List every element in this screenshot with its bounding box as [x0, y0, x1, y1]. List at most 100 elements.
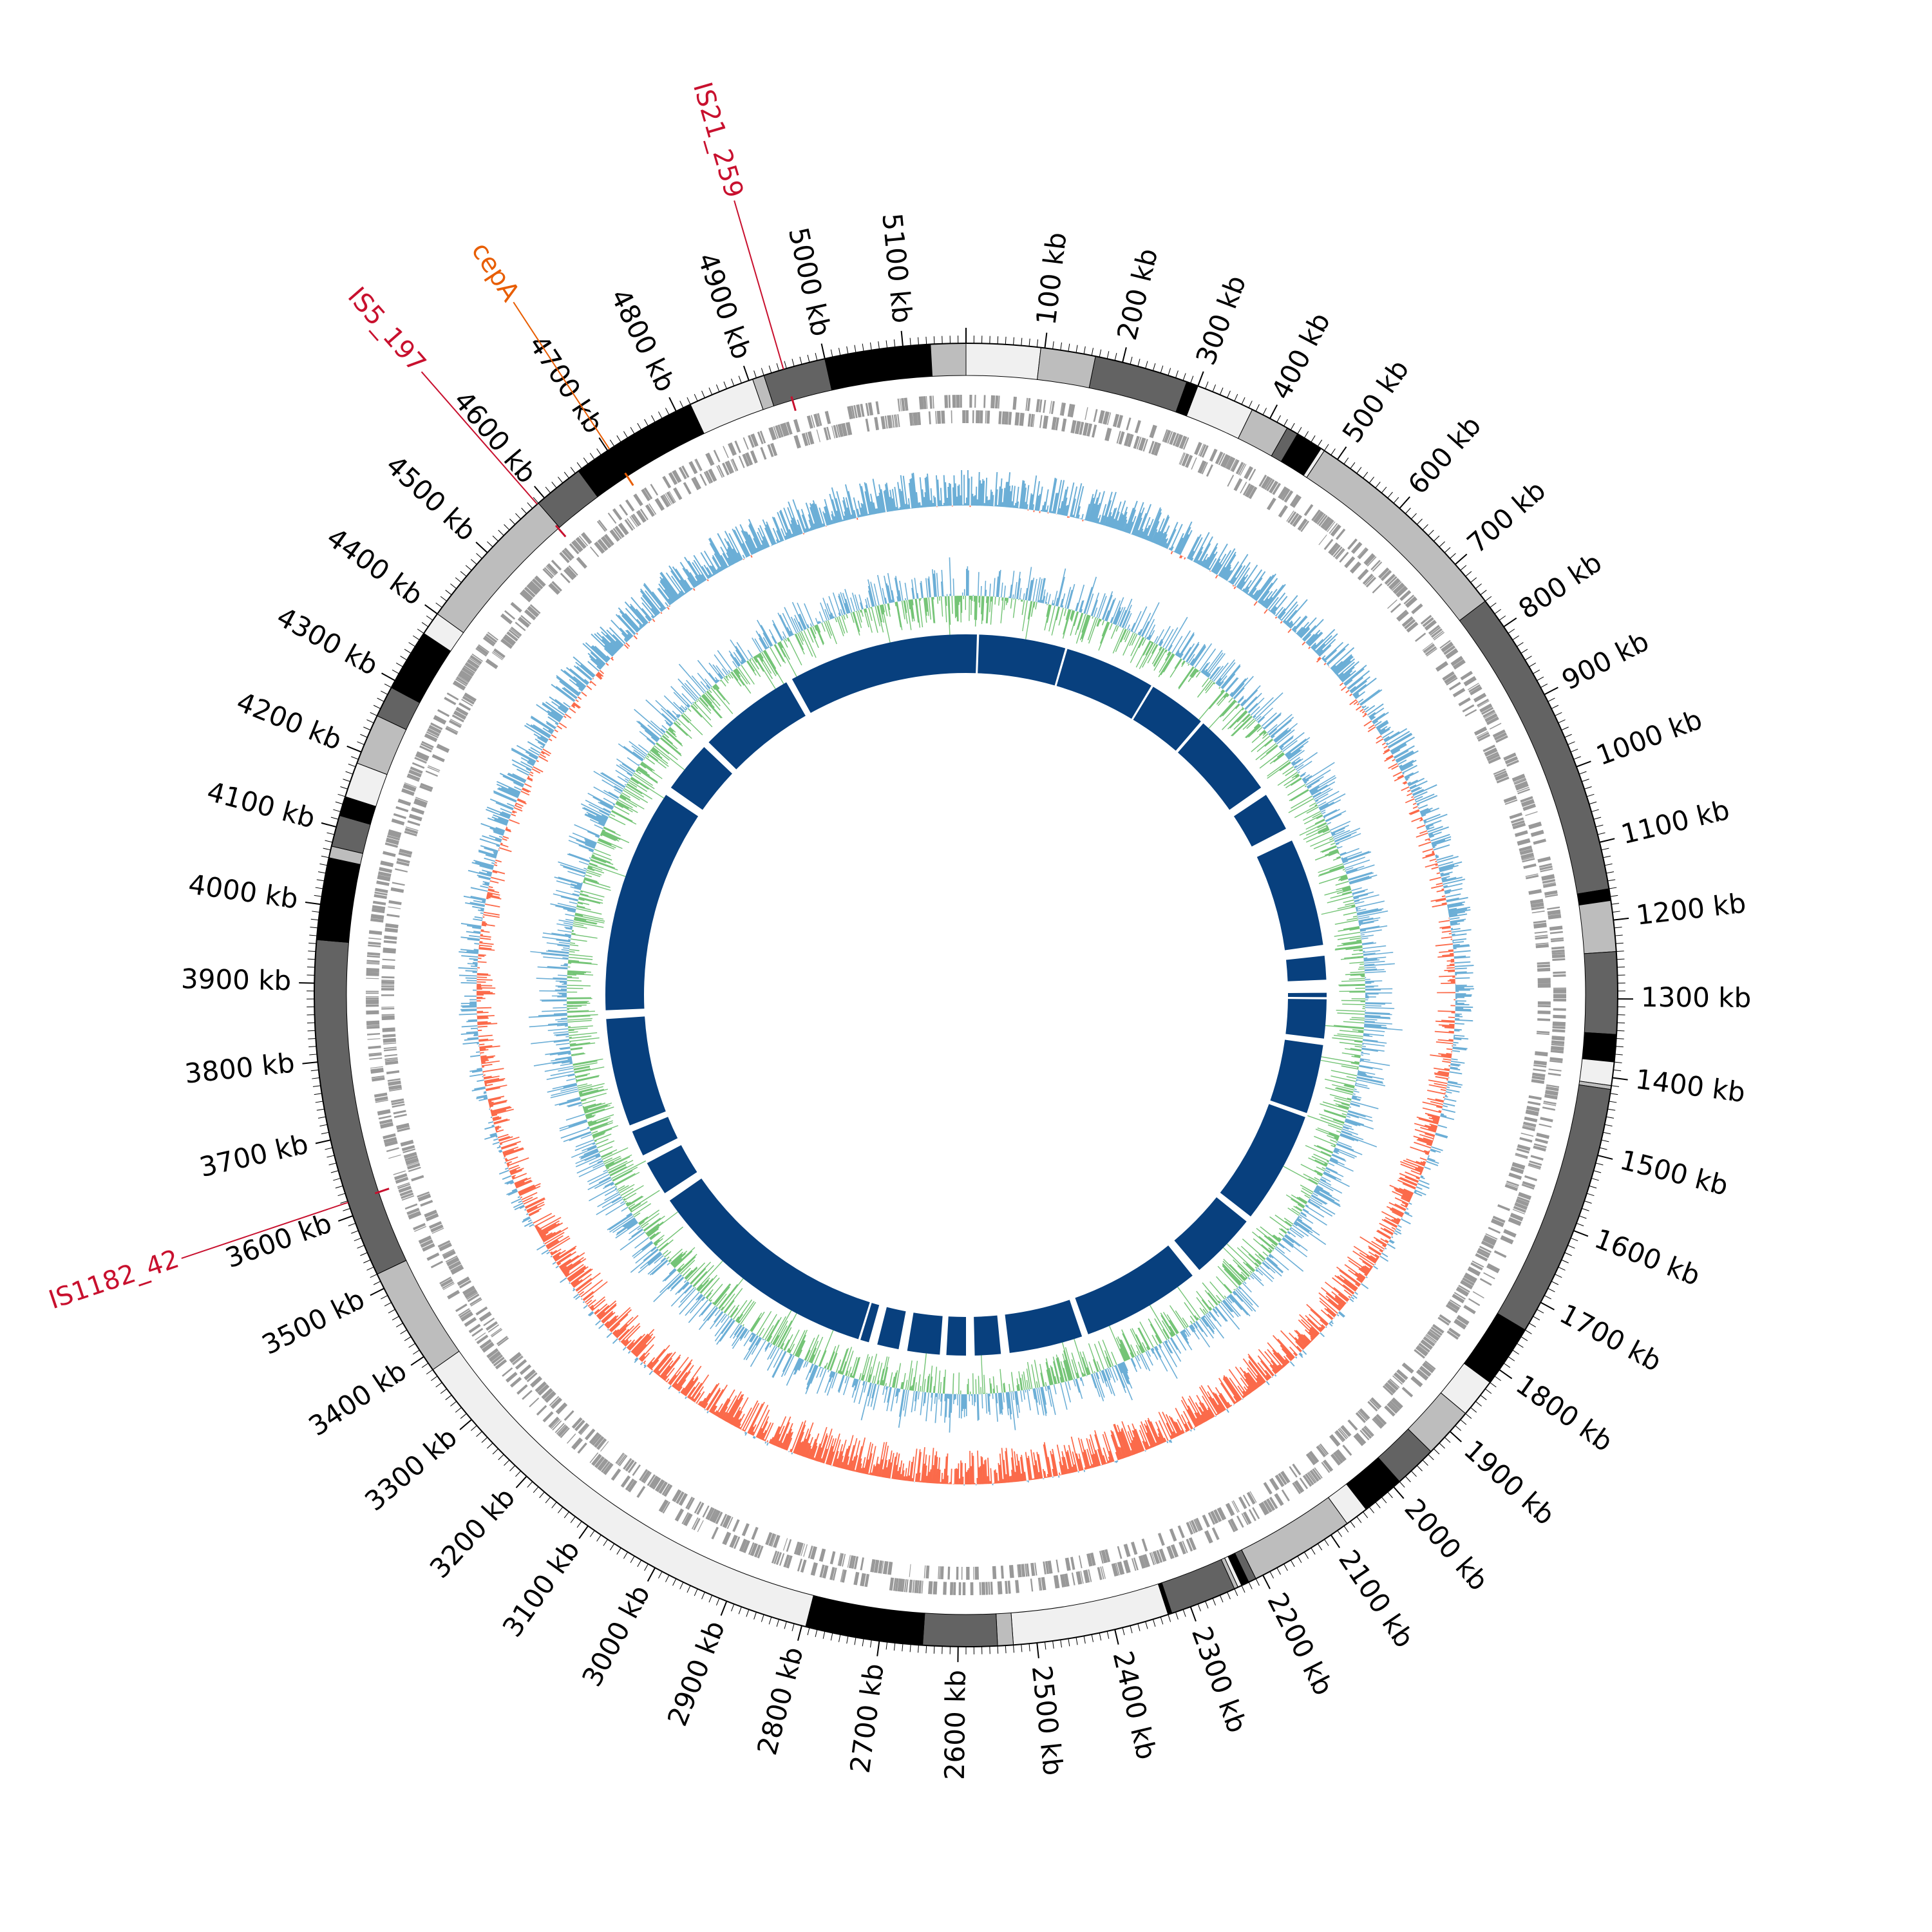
minor-tick	[1410, 513, 1417, 520]
contig-segment	[432, 1350, 814, 1627]
alignment-block	[670, 746, 732, 810]
minor-tick	[1434, 1448, 1440, 1455]
minor-tick	[450, 1401, 457, 1406]
major-tick	[1189, 1606, 1197, 1622]
contig-segment	[965, 343, 1041, 380]
minor-tick	[1537, 676, 1544, 681]
minor-tick	[487, 1443, 493, 1449]
minor-tick	[417, 629, 424, 634]
minor-tick	[1356, 467, 1362, 474]
minor-tick	[504, 524, 510, 531]
tick-label: 2900 kb	[661, 1616, 731, 1730]
minor-tick	[1168, 1614, 1171, 1622]
minor-tick	[1512, 635, 1519, 641]
minor-tick	[1616, 958, 1625, 960]
minor-tick	[360, 1252, 368, 1256]
tick-label: 1600 kb	[1590, 1222, 1704, 1292]
contig-segment	[690, 379, 764, 434]
minor-tick	[317, 1116, 326, 1119]
minor-tick	[1444, 547, 1451, 553]
minor-tick	[1375, 481, 1381, 488]
minor-tick	[1106, 1631, 1110, 1639]
alignment-block	[877, 1307, 906, 1350]
minor-tick	[1589, 801, 1597, 805]
major-tick	[797, 1625, 802, 1641]
minor-tick	[791, 359, 795, 366]
minor-tick	[1368, 1506, 1374, 1513]
minor-tick	[366, 719, 374, 724]
minor-tick	[487, 541, 493, 547]
major-tick	[1597, 1155, 1613, 1160]
minor-tick	[1595, 824, 1604, 828]
minor-tick	[1152, 1619, 1156, 1627]
minor-tick	[651, 415, 656, 422]
minor-tick	[539, 1492, 545, 1499]
minor-tick	[1197, 1604, 1201, 1612]
minor-tick	[918, 1645, 919, 1653]
minor-tick	[776, 1619, 780, 1627]
minor-tick	[609, 1543, 615, 1551]
major-tick	[410, 1356, 424, 1366]
minor-tick	[1548, 697, 1555, 702]
minor-tick	[1610, 895, 1618, 897]
minor-tick	[1303, 1551, 1309, 1559]
minor-tick	[1516, 1343, 1524, 1348]
minor-tick	[312, 1077, 320, 1079]
minor-tick	[679, 401, 684, 408]
minor-tick	[533, 497, 539, 504]
annotation-marker	[554, 525, 567, 538]
minor-tick	[1028, 1643, 1030, 1652]
minor-tick	[815, 352, 818, 361]
minor-tick	[596, 448, 601, 455]
tick-label: 1000 kb	[1592, 703, 1707, 772]
minor-tick	[1582, 779, 1589, 782]
minor-tick	[558, 477, 564, 484]
major-tick	[1540, 1302, 1555, 1311]
minor-tick	[440, 1388, 448, 1394]
minor-tick	[1508, 1356, 1515, 1361]
minor-tick	[381, 1295, 388, 1300]
minor-tick	[1182, 1609, 1186, 1617]
minor-tick	[317, 871, 326, 874]
major-tick	[1262, 1575, 1271, 1589]
gc-content-above	[528, 557, 1403, 1433]
minor-tick	[392, 669, 399, 674]
minor-tick	[1399, 1481, 1405, 1488]
annotation-marker	[790, 396, 797, 412]
minor-tick	[321, 1132, 329, 1135]
tick-label: 200 kb	[1111, 245, 1164, 343]
minor-tick	[1570, 748, 1578, 753]
minor-tick	[1570, 1237, 1578, 1242]
major-tick	[1599, 838, 1615, 843]
alignment-block	[1256, 840, 1323, 951]
annotation-label: IS21_259	[687, 79, 749, 202]
tick-label: 4800 kb	[604, 284, 681, 397]
major-tick	[337, 1215, 354, 1222]
tick-label: 2400 kb	[1106, 1648, 1162, 1763]
major-tick	[1036, 1642, 1039, 1658]
minor-tick	[1465, 571, 1472, 577]
minor-tick	[1499, 615, 1506, 621]
major-tick	[900, 330, 904, 346]
minor-tick	[1520, 1336, 1528, 1341]
minor-tick	[1551, 705, 1559, 709]
minor-tick	[1586, 793, 1595, 797]
minor-tick	[637, 1560, 642, 1567]
gc-content-track	[528, 557, 1403, 1433]
minor-tick	[1381, 1497, 1387, 1504]
alignment-block	[1133, 687, 1201, 751]
minor-tick	[551, 1502, 557, 1509]
contig-segment	[1459, 600, 1610, 895]
tick-label: 1900 kb	[1458, 1434, 1561, 1531]
contig-segment	[1582, 1032, 1617, 1063]
minor-tick	[1248, 1582, 1253, 1589]
minor-tick	[431, 1376, 438, 1381]
minor-tick	[327, 1155, 335, 1158]
minor-tick	[1615, 1046, 1624, 1048]
minor-tick	[862, 343, 864, 352]
tick-label: 4700 kb	[523, 330, 610, 439]
alignment-block	[647, 1145, 697, 1193]
major-tick	[578, 1525, 589, 1539]
minor-tick	[1212, 1598, 1217, 1606]
minor-tick	[1248, 401, 1253, 408]
